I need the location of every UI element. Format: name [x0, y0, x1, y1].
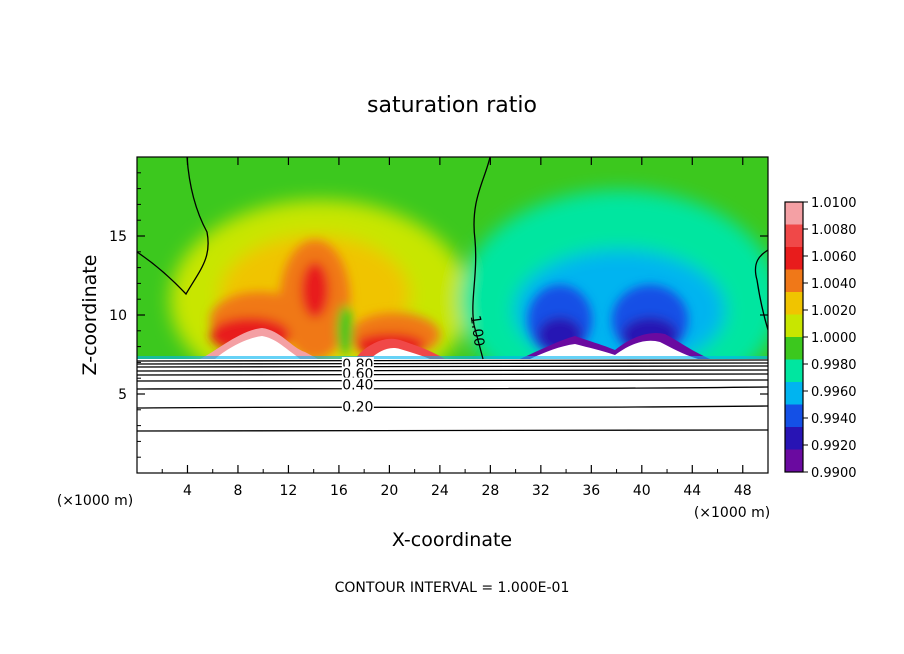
x-axis-ticks: 4 8 12 16 20 24 28 32 36 40 44 48: [161, 157, 752, 499]
contour-interval-note: CONTOUR INTERVAL = 1.000E-01: [335, 580, 570, 596]
x-unit-left: (×1000 m): [57, 493, 133, 509]
chart-title: saturation ratio: [367, 93, 537, 118]
x-unit-right: (×1000 m): [694, 505, 770, 521]
colorbar-label: 1.0040: [811, 277, 857, 292]
x-tick-label: 40: [633, 483, 651, 499]
colorbar-swatch: [785, 382, 803, 405]
colorbar-swatch: [785, 224, 803, 248]
x-tick-label: 44: [683, 483, 701, 499]
colorbar-swatch: [785, 449, 803, 473]
x-tick-label: 48: [734, 483, 752, 499]
x-tick-label: 8: [233, 483, 242, 499]
colorbar-swatch: [785, 269, 803, 293]
x-tick-label: 36: [582, 483, 600, 499]
colorbar-label: 1.0020: [811, 304, 857, 319]
x-tick-label: 24: [431, 483, 449, 499]
colorbar-swatch: [785, 337, 803, 360]
y-tick-label: 15: [109, 229, 127, 245]
saturation-field: [137, 157, 768, 359]
contour-lines: [137, 157, 768, 432]
contour-label-bg: [341, 377, 374, 392]
contour-line: [137, 157, 209, 296]
colorbar-label: 0.9980: [811, 358, 857, 373]
colorbar-label: 1.0080: [811, 223, 857, 238]
contour-labels: 1.000.800.600.400.20: [341, 314, 487, 416]
plot-area: [136, 156, 769, 474]
contour-line: [137, 365, 768, 368]
x-axis-label: X-coordinate: [392, 529, 512, 551]
x-tick-label: 32: [532, 483, 550, 499]
contour-line: [137, 369, 768, 372]
contour-label-bg: [341, 366, 374, 381]
contour-line: [137, 429, 768, 432]
colorbar-swatch: [785, 202, 803, 225]
contour-line: [137, 379, 768, 382]
contour-label-bg: [341, 399, 374, 414]
x-tick-label: 12: [280, 483, 298, 499]
colorbar-label: 0.9940: [811, 412, 857, 427]
colorbar-swatch: [785, 404, 803, 428]
x-tick-label: 20: [380, 483, 398, 499]
colorbar-swatch: [785, 247, 803, 270]
contour-label: 0.20: [342, 400, 373, 416]
colorbar-swatch: [785, 314, 803, 338]
colorbar-label: 1.0100: [811, 196, 857, 211]
y-axis-ticks: 5 10 15: [109, 172, 768, 458]
contour-line: [472, 157, 491, 360]
contour-line: [137, 386, 768, 390]
y-axis-label: Z-coordinate: [79, 255, 101, 376]
y-tick-label: 10: [109, 308, 127, 324]
x-tick-label: 16: [330, 483, 348, 499]
contour-line: [137, 362, 768, 365]
contour-line: [137, 405, 768, 409]
colorbar: 1.0100 1.0080 1.0060 1.0040 1.0020 1.0000 0.99…: [784, 196, 857, 481]
contour-label: 1.00: [467, 314, 487, 347]
colorbar-label: 1.0060: [811, 250, 857, 265]
contour-line: [137, 359, 768, 362]
colorbar-swatch: [785, 292, 803, 315]
x-tick-label: 28: [481, 483, 499, 499]
contour-line: [137, 373, 768, 376]
colorbar-label: 0.9900: [811, 466, 857, 481]
y-tick-label: 5: [118, 387, 127, 403]
colorbar-swatch: [785, 359, 803, 383]
x-tick-label: 4: [183, 483, 192, 499]
colorbar-swatch: [785, 427, 803, 450]
colorbar-label: 0.9920: [811, 439, 857, 454]
colorbar-label: 1.0000: [811, 331, 857, 346]
contour-line: [754, 249, 768, 331]
contour-label: 0.40: [342, 378, 373, 394]
colorbar-label: 0.9960: [811, 385, 857, 400]
